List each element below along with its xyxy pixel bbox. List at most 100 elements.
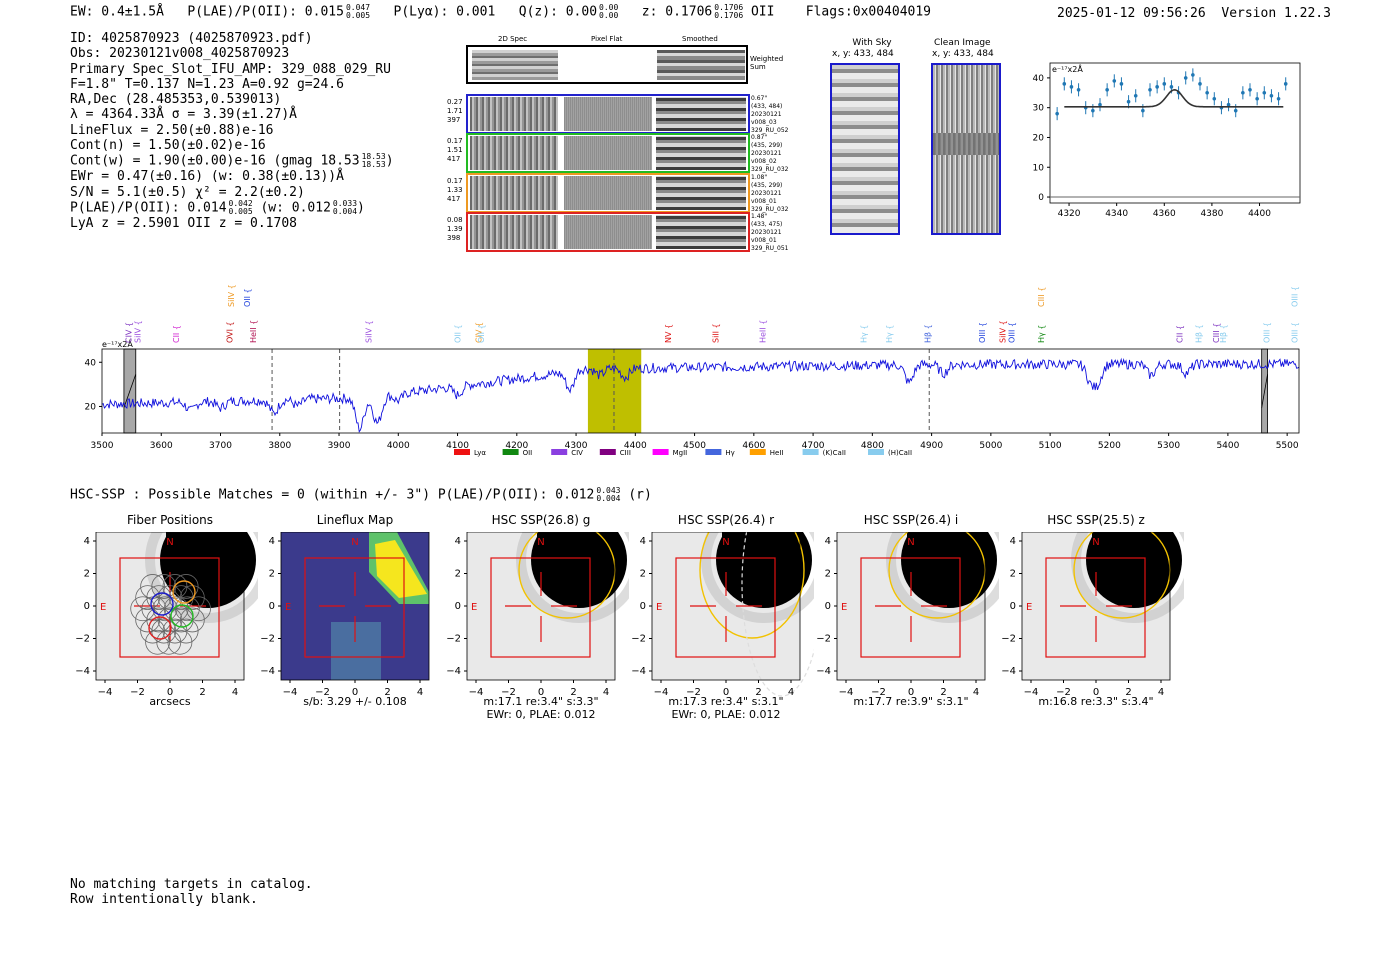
header-datetime-version: 2025-01-12 09:56:26 Version 1.22.3 [1057,6,1331,21]
zoom-xtick-label: 4320 [1058,209,1081,219]
weighted-sum-cutout [466,45,748,84]
zoom-point [1148,88,1152,92]
cutout-pixelflat-image [564,215,652,249]
zoom-point [1126,99,1131,104]
hsc-xtick-label: 0 [538,687,544,698]
spec-line-label: HeII { [249,320,258,343]
bright-source-core [537,532,615,572]
spec-legend-label: (H)CaII [888,449,912,457]
cutout-right-value: 329_RU_032 [751,166,789,173]
info-radec: RA,Dec (28.485353,0.539013) [70,92,282,108]
hsc-panel-image: N E 4 2 0 −2 −4 −4 −2 0 2 4 [260,532,430,698]
zoom-frame [1049,62,1301,204]
with-sky-coords: x, y: 433, 484 [832,49,894,59]
hsc-xtick-label: −4 [469,687,484,698]
cutout-left-value: 398 [447,234,461,242]
spec-flux-line [101,357,1300,433]
spec-line-label: CIII { [1037,287,1046,307]
hsc-panel-caption2: EWr: 0, PLAE: 0.012 [671,708,781,721]
header-z: z: 0.1706 [641,4,713,20]
hsc-panel-title: Lineflux Map [316,513,394,527]
info-obs: Obs: 20230121v008_4025870923 [70,46,290,62]
cutout-row-frame [466,173,750,213]
spec-xtick-label: 5500 [1276,441,1299,451]
spec-xtick-label: 4100 [446,441,469,451]
spec-hatch-stroke [1261,374,1268,408]
spec-line-label: OII { [243,288,252,307]
spec-legend-label: (K)CaII [823,449,846,457]
cutout-2dspec-image [470,215,558,249]
bright-source-core [907,532,985,572]
hsc-xtick-label: 0 [167,687,173,698]
hsc-panel-image: N E 4 2 0 −2 −4 −4 −2 0 2 4 [1001,532,1184,698]
cutout-right-value: 1.48" [751,213,768,220]
zoom-point [1098,102,1102,107]
north-label: N [1092,537,1099,548]
cutout-right-value: (433, 475) [751,221,783,228]
zoom-point [1105,88,1109,92]
east-label: E [656,602,662,613]
zoom-point [1155,85,1159,89]
spec-legend-swatch [802,449,819,455]
spec-legend-label: OII [523,449,533,457]
spec-legend-swatch [749,449,766,455]
info-primary: Primary Spec_Slot_IFU_AMP: 329_088_029_R… [70,61,391,77]
cutout-left-value: 0.17 [447,137,463,145]
cutout-left-value: 417 [447,155,461,163]
zoom-ytick-label: 0 [1038,193,1044,203]
hsc-xtick-label: −4 [654,687,669,698]
hsc-xtick-label: −4 [839,687,854,698]
spec-xtick-label: 5000 [979,441,1002,451]
spectrum-chart: 20 40 3500 3600 3700 3800 3900 4000 4100 4200 4300… [85,284,1300,457]
bright-source-halo [886,532,999,623]
lineflux-yellow-region [375,540,427,598]
zoom-unit-label: e⁻¹⁷x2Å [1052,63,1083,74]
spec-line-label: OIII { [978,322,987,343]
search-box [119,557,220,658]
hsc-panel-caption: m:17.1 re:3.4" s:3.3" [483,695,599,708]
info-lya: LyA z = 2.5901 OII z = 0.1708 [70,215,297,231]
hsc-ytick-label: −2 [816,634,831,645]
hsc-xtick-label: 4 [603,687,609,698]
bright-source-core [166,532,244,572]
spec-highlight-band [587,349,642,433]
spec-xtick-label: 4200 [505,441,528,451]
fiber-circle [156,629,182,655]
cutout-pixelflat-image [564,176,652,210]
hsc-panel-caption2: EWr: 0, PLAE: 0.012 [486,708,596,721]
spec-line-label: Hγ { [1037,325,1046,343]
cutout-2dspec-image [470,136,558,170]
hsc-panel-caption: m:16.8 re:3.3" s:3.4" [1038,695,1154,708]
cutout-right-value: (433, 484) [751,103,783,110]
fiber-circle [167,629,193,655]
zoom-model-line [1064,88,1284,108]
cutout-right-value: v008_03 [751,119,777,126]
hsc-ytick-label: 4 [84,536,90,547]
cutout-2dspec-image [470,176,558,210]
spec-line-label: SiIV { [134,320,143,343]
spec-line-label: Hβ { [1194,324,1203,343]
hsc-xtick-label: 4 [973,687,979,698]
cutout-2dspec-image [470,97,558,131]
cutout-left-value: 1.51 [447,146,463,154]
clean-image-image [931,63,1001,235]
search-box [490,557,591,658]
info-sn: S/N = 5.1(±0.5) χ² = 2.2(±0.2) [70,184,305,200]
col-header-smoothed: Smoothed [682,35,718,43]
spec-xtick-label: 4900 [920,441,943,451]
spec-legend-label: Hγ [725,449,734,457]
spec-line-label: SiIV { [999,320,1008,343]
north-label: N [537,537,544,548]
zoom-point [1119,82,1124,86]
hsc-ytick-label: 0 [640,601,646,612]
east-label: E [285,602,291,613]
header-plae: P(LAE)/P(OII): 0.015 [187,4,344,20]
hsc-panel-title: HSC SSP(26.8) g [491,513,591,527]
spec-line-label: OII { [454,324,463,343]
hsc-band: (r) [628,487,652,503]
header-version: Version 1.22.3 [1221,6,1331,21]
zoom-xtick-label: 4380 [1200,209,1223,219]
spec-line-label: Hγ { [859,325,868,343]
info-ewr: EWr = 0.47(±0.16) (w: 0.38(±0.13))Å [70,169,344,185]
spec-line-label: OIII { [1008,322,1017,343]
